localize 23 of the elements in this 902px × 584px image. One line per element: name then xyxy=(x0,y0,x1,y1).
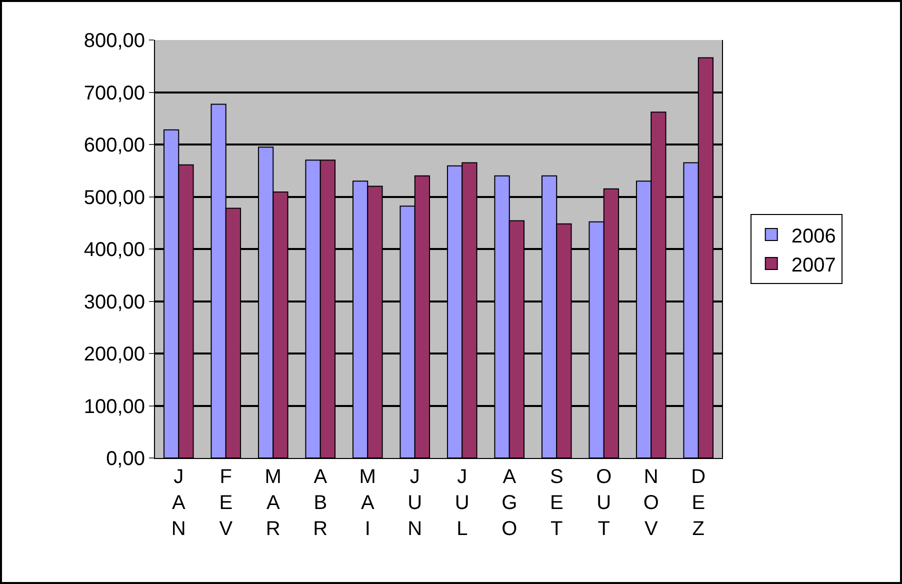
y-tick-label: 800,00 xyxy=(84,30,145,52)
x-tick-label: JAN xyxy=(171,466,186,540)
x-tick-label: DEZ xyxy=(691,466,706,540)
x-tick-label: JUN xyxy=(408,466,422,540)
x-tick-label: ABR xyxy=(313,466,328,540)
y-tick-label: 100,00 xyxy=(84,396,145,418)
y-tick-label: 300,00 xyxy=(84,291,145,314)
x-tick-label: MAR xyxy=(264,466,282,540)
y-tick-label: 600,00 xyxy=(84,134,145,156)
x-tick-label: OUT xyxy=(596,466,612,540)
legend-label: 2006 xyxy=(791,225,836,248)
x-tick-label: FEV xyxy=(219,466,234,540)
y-tick-label: 400,00 xyxy=(84,239,145,261)
legend-label: 2007 xyxy=(791,254,836,276)
x-tick-label: SET xyxy=(550,466,564,540)
y-tick-label: 700,00 xyxy=(84,82,145,104)
y-tick-label: 200,00 xyxy=(84,344,145,366)
y-tick-label: 500,00 xyxy=(84,186,145,209)
x-tick-label: AGO xyxy=(502,466,518,540)
x-tick-label: JUL xyxy=(454,466,470,540)
x-tick-label: MAI xyxy=(359,466,376,540)
y-tick-label: 0,00 xyxy=(106,448,145,470)
x-tick-label: NOV xyxy=(643,466,659,540)
